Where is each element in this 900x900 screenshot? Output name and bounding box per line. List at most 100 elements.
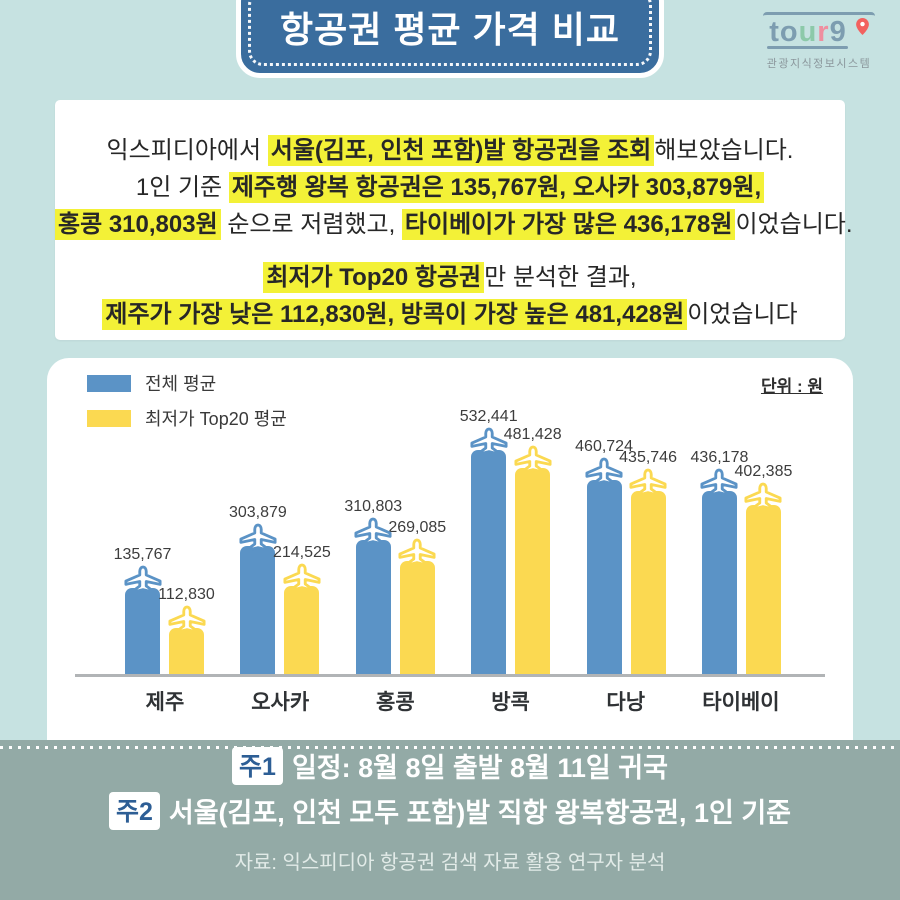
title-badge: 항공권 평균 가격 비교 [236, 0, 664, 78]
bar-column: 435,746 [619, 449, 677, 674]
chart-panel: 전체 평균 최저가 Top20 평균 단위 : 원 135,767 112,830… [47, 358, 853, 740]
airplane-icon [470, 427, 508, 455]
highlighted-text: 타이베이가 가장 많은 436,178원 [401, 209, 736, 240]
bar-value-label: 436,178 [690, 449, 749, 466]
airplane-icon [629, 468, 667, 496]
bar-value-label: 135,767 [113, 546, 172, 563]
location-pin-icon [855, 18, 869, 35]
airplane-icon [283, 563, 321, 591]
note-1: 주1 일정: 8월 8일 출발 8월 11일 귀국 [0, 746, 900, 785]
summary-card: 익스피디아에서 서울(김포, 인천 포함)발 항공권을 조회 해보았습니다. 1인 … [55, 100, 853, 340]
bar [471, 450, 507, 674]
plain-text: 이었습니다. [735, 211, 853, 238]
note-2-tag: 주2 [108, 792, 160, 830]
bar-column: 436,178 [691, 449, 748, 674]
airplane-icon [398, 538, 436, 566]
bar-value-label: 269,085 [388, 519, 447, 536]
highlighted-text: 서울(김포, 인천 포함)발 항공권을 조회 [267, 135, 655, 166]
x-axis-line [75, 674, 825, 677]
intro-paragraph: 최저가 Top20 항공권 만 분석한 결과, 제주가 가장 낮은 112,830원… [55, 259, 845, 333]
intro-paragraph: 익스피디아에서 서울(김포, 인천 포함)발 항공권을 조회 해보았습니다. 1인 … [55, 132, 853, 243]
x-axis-label: 방콕 [491, 691, 530, 714]
legend-label-total: 전체 평균 [145, 374, 217, 394]
intro-line: 홍콩 310,803원 순으로 저렴했고, 타이베이가 가장 많은 436,17… [55, 206, 853, 243]
bar-value-label: 310,803 [344, 498, 403, 515]
bar-column: 135,767 [114, 546, 171, 674]
bar [284, 586, 320, 674]
x-axis-label: 홍콩 [376, 691, 415, 714]
bar-value-label: 435,746 [619, 449, 677, 466]
badge-dotted-border [248, 0, 652, 66]
intro-line: 최저가 Top20 항공권 만 분석한 결과, [55, 259, 845, 296]
plain-text: 만 분석한 결과, [484, 264, 637, 291]
legend-item-top20: 최저가 Top20 평균 [87, 405, 287, 431]
intro-line: 익스피디아에서 서울(김포, 인천 포함)발 항공권을 조회 해보았습니다. [55, 132, 845, 169]
legend-label-top20: 최저가 Top20 평균 [145, 409, 287, 429]
x-axis-label: 타이베이 [702, 691, 780, 714]
x-axis-label: 다낭 [606, 691, 646, 714]
plain-text: 1인 기준 [135, 174, 229, 201]
chart-legend: 전체 평균 최저가 Top20 평균 [87, 370, 287, 440]
bar-value-label: 532,441 [459, 408, 518, 425]
bar-column: 269,085 [388, 519, 446, 674]
bar-column: 214,525 [273, 544, 331, 674]
logo-letter: o [779, 16, 799, 48]
x-axis-label: 제주 [145, 691, 185, 714]
bar-value-label: 460,724 [575, 438, 633, 455]
note-2-text: 서울(김포, 인천 모두 포함)발 직항 왕복항공권, 1인 기준 [168, 798, 792, 828]
plain-text: 익스피디아에서 [106, 137, 268, 164]
airplane-icon [585, 457, 623, 485]
footer-dotted-divider [0, 746, 900, 749]
logo-letter: t [769, 16, 780, 48]
bar-column: 303,879 [229, 504, 287, 674]
bar-group-3: 310,803 269,085 [344, 498, 446, 674]
unit-label: 단위 : 원 [760, 377, 823, 396]
bar [515, 468, 551, 674]
legend-swatch-total [87, 374, 131, 392]
x-axis-labels: 제주 오사카 홍콩 방콕 다낭 타이베이 [125, 686, 781, 716]
airplane-icon [514, 445, 552, 473]
bar [586, 480, 622, 674]
logo-letter: 9 [829, 16, 847, 48]
airplane-icon [744, 482, 782, 510]
bar-group-6: 436,178 402,385 [691, 449, 792, 674]
note-1-text: 일정: 8월 8일 출발 8월 11일 귀국 [291, 753, 668, 783]
bar [169, 628, 204, 674]
bar-group-5: 460,724 435,746 [575, 438, 677, 674]
airplane-icon [354, 517, 392, 545]
bar-column: 112,830 [158, 586, 215, 674]
bar [240, 546, 276, 674]
highlighted-text: 홍콩 310,803원 [55, 209, 221, 240]
logo-letter: r [817, 16, 830, 48]
footer: 주1 일정: 8월 8일 출발 8월 11일 귀국 주2 서울(김포, 인천 모두 … [0, 740, 900, 900]
bar-value-label: 481,428 [503, 426, 562, 443]
bar-column: 532,441 [460, 408, 518, 674]
intro-line: 1인 기준 제주행 왕복 항공권은 135,767원, 오사카 303,879원… [55, 169, 845, 206]
bar-value-label: 214,525 [272, 544, 331, 561]
logo-wordmark: tour9 [763, 12, 875, 49]
bar [399, 561, 435, 674]
bar-column: 402,385 [735, 463, 792, 674]
intro-line: 제주가 가장 낮은 112,830원, 방콕이 가장 높은 481,428원 이었… [55, 296, 845, 333]
airplane-icon [700, 468, 738, 496]
plain-text: 순으로 저렴했고, [220, 211, 402, 238]
x-axis-label: 오사카 [251, 691, 310, 714]
airplane-icon [167, 605, 206, 633]
page-title: 항공권 평균 가격 비교 [279, 9, 621, 50]
bar-value-label: 402,385 [734, 463, 793, 480]
bar-value-label: 112,830 [158, 586, 215, 603]
bar [630, 491, 666, 674]
bar-column: 481,428 [504, 426, 562, 674]
logo-subtitle: 관광지식정보시스템 [766, 58, 872, 70]
airplane-icon [239, 523, 277, 551]
bar-value-label: 303,879 [228, 504, 287, 521]
logo-letters: tour9 [769, 16, 847, 48]
bar-column: 460,724 [575, 438, 633, 674]
highlighted-text: 최저가 Top20 항공권 [263, 262, 485, 293]
logo-letter: u [798, 16, 818, 48]
bar [125, 588, 160, 674]
source-text: 자료: 익스피디아 항공권 검색 자료 활용 연구자 분석 [234, 852, 666, 874]
bar [745, 505, 781, 674]
note-2: 주2 서울(김포, 인천 모두 포함)발 직항 왕복항공권, 1인 기준 [0, 791, 900, 830]
